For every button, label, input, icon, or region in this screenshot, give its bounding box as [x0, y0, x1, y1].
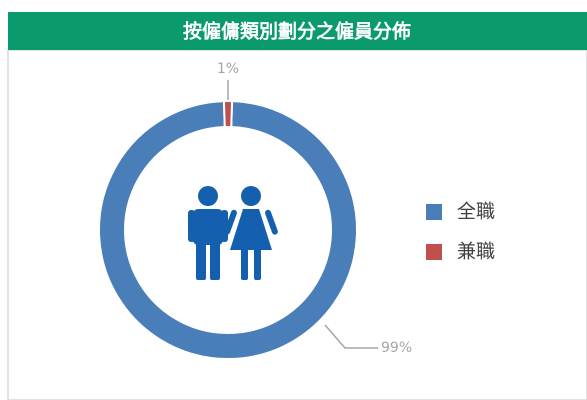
donut-slice [98, 100, 358, 360]
legend-label: 全職 [457, 201, 495, 223]
leader-line [324, 324, 378, 349]
legend-swatch [426, 244, 442, 260]
legend-label: 兼職 [457, 241, 495, 263]
people-icon [188, 186, 278, 280]
legend-swatch [426, 204, 442, 220]
panel [7, 49, 587, 400]
chart-title: 按僱傭類別劃分之僱員分佈 [183, 20, 411, 43]
donut-slice [222, 100, 234, 129]
data-label: 1% [217, 61, 239, 77]
data-label: 99% [381, 340, 412, 356]
header-bar [8, 12, 587, 50]
